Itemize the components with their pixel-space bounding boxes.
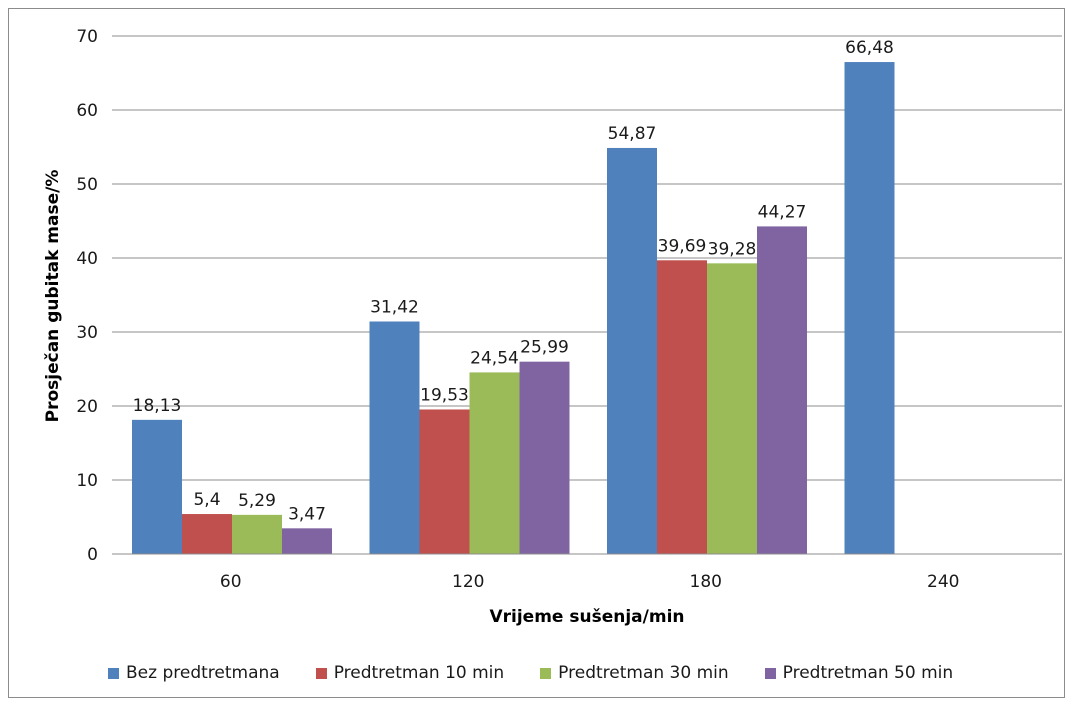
x-tick-label: 240	[927, 572, 959, 592]
legend-item: Bez predtretmana	[108, 663, 280, 683]
legend-item: Predtretman 50 min	[764, 663, 954, 683]
bar	[469, 372, 520, 554]
bar	[232, 514, 282, 554]
bar	[369, 321, 420, 554]
bar	[757, 226, 807, 555]
x-axis-title: Vrijeme sušenja/min	[489, 607, 684, 627]
y-tick-label: 30	[76, 323, 98, 343]
legend-swatch	[540, 667, 552, 679]
bar	[182, 514, 232, 554]
legend-label: Predtretman 50 min	[782, 663, 954, 683]
data-label: 44,27	[758, 202, 807, 222]
data-label: 3,47	[288, 504, 326, 524]
data-label: 18,13	[133, 396, 182, 416]
bar	[707, 263, 757, 554]
y-tick-label: 40	[76, 249, 98, 269]
x-tick-label: 120	[452, 572, 484, 592]
legend-swatch	[764, 667, 776, 679]
data-label: 25,99	[520, 338, 569, 358]
y-tick-label: 20	[76, 397, 98, 417]
y-axis-title: Prosječan gubitak mase/%	[43, 170, 63, 423]
legend-label: Predtretman 30 min	[558, 663, 729, 683]
y-tick-label: 50	[76, 175, 98, 195]
x-tick-label: 60	[220, 572, 242, 592]
y-tick-label: 0	[87, 545, 98, 565]
data-label: 54,87	[608, 124, 657, 144]
bars	[132, 62, 895, 555]
legend-label: Bez predtretmana	[126, 663, 280, 683]
data-label: 19,53	[420, 385, 469, 405]
data-label: 5,4	[193, 490, 220, 510]
bar	[419, 409, 470, 554]
bar	[844, 62, 895, 554]
y-tick-label: 10	[76, 471, 98, 491]
data-label: 39,69	[658, 236, 707, 256]
legend-swatch	[315, 667, 327, 679]
legend: Bez predtretmana Predtretman 10 min Predtr…	[108, 663, 953, 683]
data-label: 5,29	[238, 491, 276, 511]
legend-label: Predtretman 10 min	[333, 663, 505, 683]
data-label: 31,42	[370, 297, 419, 317]
x-axis-ticks: 60 120 180 240	[220, 572, 960, 592]
y-tick-label: 70	[76, 27, 98, 47]
y-tick-label: 60	[76, 101, 98, 121]
data-label: 24,54	[470, 348, 519, 368]
bar	[282, 528, 332, 554]
y-axis-ticks: 0 10 20 30 40 50 60 70	[76, 27, 98, 565]
legend-item: Predtretman 30 min	[540, 663, 729, 683]
legend-swatch	[108, 667, 119, 679]
bar	[657, 260, 707, 554]
bar	[519, 361, 570, 554]
bar	[607, 147, 657, 554]
gridlines	[112, 35, 1062, 481]
data-label: 66,48	[845, 38, 894, 58]
legend-item: Predtretman 10 min	[315, 663, 505, 683]
bar	[132, 419, 182, 554]
data-label: 39,28	[708, 239, 757, 259]
x-tick-label: 180	[690, 572, 722, 592]
